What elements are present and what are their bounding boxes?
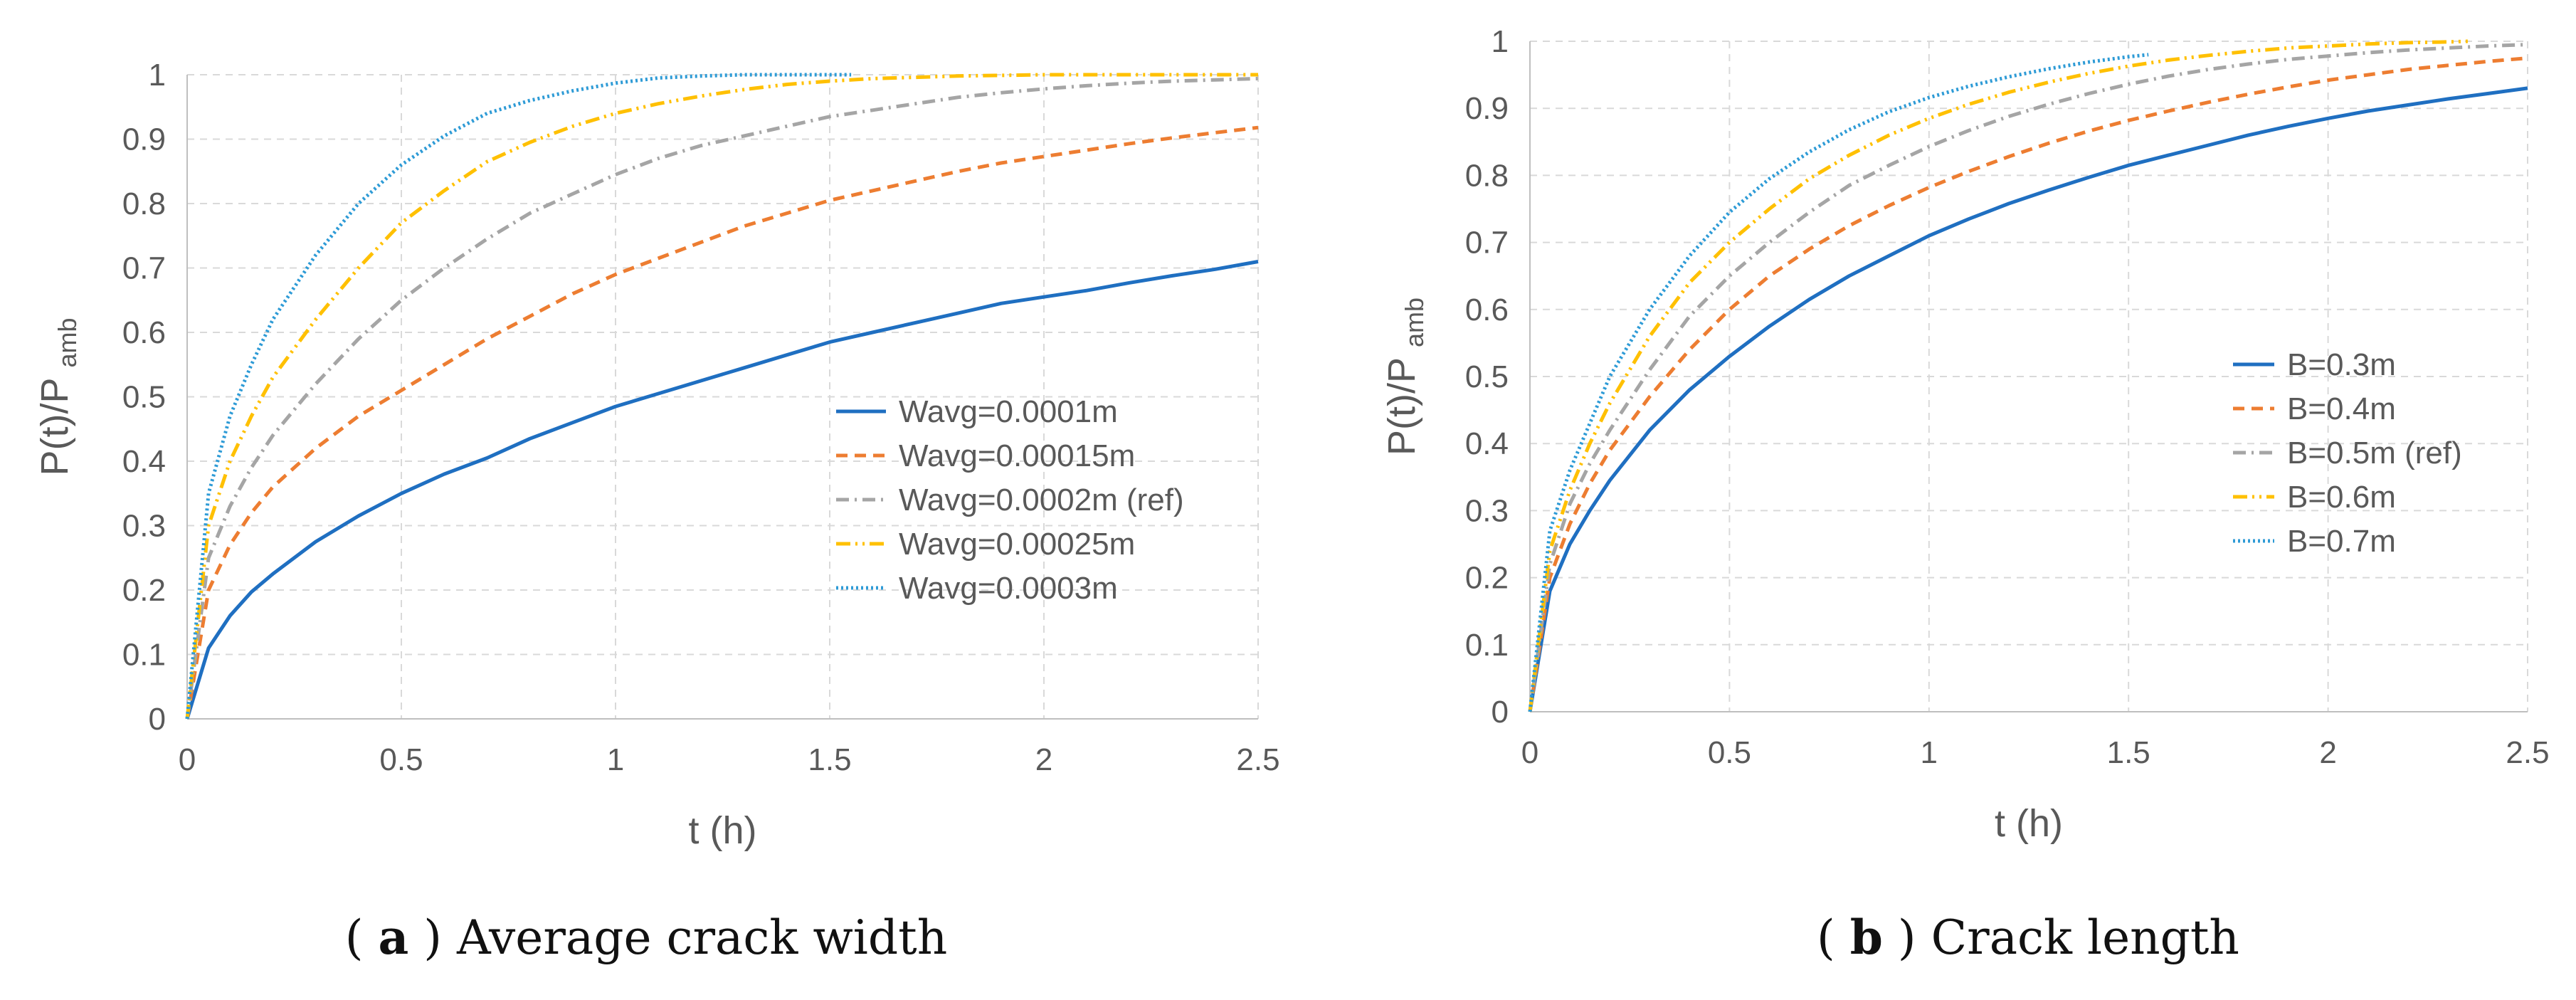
panel-b-ticks: 0 0.1 0.2 0.3 0.4 0.5 0.6 0.7 0.8 0.9 1 0 0.5 1 1.5 2 2.… [1465, 24, 2550, 770]
panel-a-caption-open: ( [345, 910, 364, 965]
panel-b-x-tick-label: 0 [1521, 735, 1538, 770]
panel-b-y-tick-label: 0 [1492, 695, 1509, 730]
panel-b-legend: B=0.3m B=0.4m B=0.5m (ref) B=0.6m B=0.7m [2233, 347, 2462, 559]
panel-a-series-line-4 [185, 73, 1258, 720]
panel-a-y-tick-label: 1 [149, 58, 166, 93]
panel-a-x-tick-label: 2.5 [1236, 742, 1279, 777]
panel-b-y-tick-label: 0.5 [1465, 359, 1509, 394]
panel-a-caption-text: Average crack width [456, 910, 947, 965]
panel-b-y-tick-label: 0.6 [1465, 293, 1509, 327]
panel-a-series-line-1 [185, 260, 1259, 720]
panel-b-series-line-4 [1528, 39, 2468, 712]
panel-b-series [1528, 39, 2528, 712]
panel-b-legend-label-3: B=0.5m (ref) [2287, 436, 2462, 470]
panel-a-legend-label-3: Wavg=0.0002m (ref) [899, 483, 1184, 517]
panel-b-legend-label-5: B=0.7m [2287, 524, 2396, 559]
panel-a-y-tick-label: 0.2 [122, 573, 166, 608]
panel-a-legend-label-4: Wavg=0.00025m [899, 527, 1135, 562]
panel-a-series-line-2 [185, 125, 1259, 720]
panel-a-series-line-3 [185, 76, 1259, 720]
panel-b-y-axis-label: P(t)/P amb [1381, 298, 1429, 456]
panel-b-caption-letter: b [1850, 910, 1883, 965]
panel-a-legend: Wavg=0.0001m Wavg=0.00015m Wavg=0.0002m (r… [836, 394, 1184, 606]
panel-b-caption-open: ( [1817, 910, 1835, 965]
panel-b-legend-label-1: B=0.3m [2287, 347, 2396, 382]
panel-a-y-tick-label: 0.9 [122, 122, 166, 157]
panel-b-caption-text: Crack length [1931, 910, 2239, 965]
panel-b-y-tick-label: 0.2 [1465, 561, 1509, 596]
panel-b-y-tick-label: 0.1 [1465, 628, 1509, 663]
panel-a-caption-close: ) [423, 910, 442, 965]
panel-b-x-tick-label: 2 [2319, 735, 2336, 770]
panel-b-caption: ( b ) Crack length [1817, 910, 2239, 965]
panel-a-y-tick-label: 0.1 [122, 638, 166, 673]
panel-b-caption-close: ) [1898, 910, 1916, 965]
panel-a-x-tick-label: 1.5 [808, 742, 851, 777]
panel-b-x-tick-label: 1.5 [2107, 735, 2150, 770]
panel-a-x-tick-label: 0 [179, 742, 196, 777]
panel-a-x-tick-label: 0.5 [379, 742, 423, 777]
panel-a-y-axis-label-sub: amb [53, 317, 82, 367]
panel-b-y-tick-label: 0.7 [1465, 226, 1509, 260]
panel-a-y-axis-label-main: P(t)/P [33, 379, 76, 476]
panel-a-y-tick-label: 0.7 [122, 251, 166, 286]
panel-a-y-axis-label: P(t)/P amb [33, 317, 82, 475]
panel-a-y-tick-label: 0.6 [122, 315, 166, 350]
panel-b-y-tick-label: 0.9 [1465, 91, 1509, 126]
panel-b-y-tick-label: 0.4 [1465, 426, 1509, 461]
panel-a-grid [186, 74, 1259, 720]
panel-b-y-tick-label: 1 [1492, 24, 1509, 59]
panel-a-chart: 0 0.1 0.2 0.3 0.4 0.5 0.6 0.7 0.8 0.9 1 0 0.5 1 1.5 2 2.… [33, 58, 1280, 965]
panel-b-y-axis-label-sub: amb [1400, 298, 1429, 347]
panel-a-caption-letter: a [379, 910, 409, 965]
panel-a-x-tick-label: 1 [607, 742, 624, 777]
panel-a-y-tick-label: 0.3 [122, 509, 166, 544]
panel-b-grid [1529, 41, 2528, 712]
panel-b-legend-label-2: B=0.4m [2287, 391, 2396, 426]
panel-a-y-tick-label: 0.4 [122, 444, 166, 479]
panel-a-x-tick-label: 2 [1035, 742, 1052, 777]
panel-b-series-line-3 [1528, 43, 2528, 712]
panel-b-chart: 0 0.1 0.2 0.3 0.4 0.5 0.6 0.7 0.8 0.9 1 0 0.5 1 1.5 2 2.… [1381, 24, 2550, 965]
panel-a-legend-label-2: Wavg=0.00015m [899, 438, 1135, 473]
panel-b-series-line-2 [1528, 56, 2528, 712]
panel-b-y-axis-label-main: P(t)/P [1381, 358, 1423, 456]
panel-b-x-tick-label: 0.5 [1708, 735, 1751, 770]
panel-a-legend-label-5: Wavg=0.0003m [899, 571, 1118, 606]
panel-b-x-tick-label: 2.5 [2506, 735, 2549, 770]
panel-b-legend-label-4: B=0.6m [2287, 480, 2396, 515]
panel-b-x-axis-label: t (h) [1995, 802, 2063, 845]
panel-a-series [185, 73, 1259, 720]
panel-b-y-tick-label: 0.3 [1465, 493, 1509, 528]
panel-b-series-line-1 [1528, 86, 2528, 712]
panel-b-y-tick-label: 0.8 [1465, 158, 1509, 193]
panel-a-legend-label-1: Wavg=0.0001m [899, 394, 1118, 429]
panel-b-x-tick-label: 1 [1921, 735, 1938, 770]
panel-a-caption: ( a ) Average crack width [345, 910, 947, 965]
panel-a-ticks: 0 0.1 0.2 0.3 0.4 0.5 0.6 0.7 0.8 0.9 1 0 0.5 1 1.5 2 2.… [122, 58, 1280, 777]
panel-b-series-line-5 [1528, 53, 2149, 712]
panel-a-x-axis-label: t (h) [688, 809, 756, 852]
panel-a-y-tick-label: 0.8 [122, 186, 166, 221]
panel-a-y-tick-label: 0 [149, 702, 166, 737]
panel-a-y-tick-label: 0.5 [122, 380, 166, 415]
